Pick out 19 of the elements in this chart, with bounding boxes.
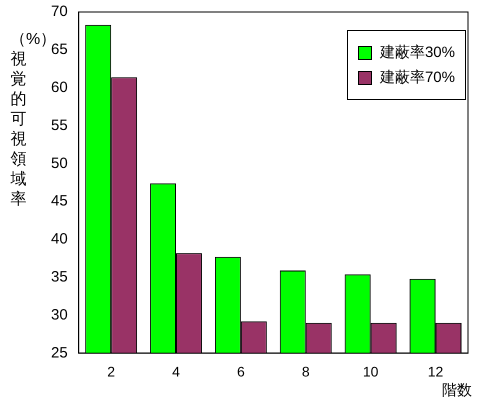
y-tick-label: 60 (50, 78, 68, 96)
x-tick-label: 8 (302, 363, 310, 380)
y-tick-label: 30 (50, 306, 68, 324)
x-tick-label: 10 (362, 363, 379, 380)
y-tick-label: 40 (50, 230, 68, 248)
legend-label: 建蔽率70% (380, 68, 455, 87)
y-tick-label: 55 (50, 116, 68, 134)
x-tick-label: 2 (107, 363, 116, 380)
x-tick-label: 6 (237, 363, 245, 380)
y-tick-label: 70 (50, 3, 68, 20)
y-tick-label: 65 (50, 41, 68, 58)
y-tick-label: 35 (50, 268, 68, 286)
x-tick-label: 4 (172, 363, 180, 380)
y-tick-label: 25 (50, 344, 68, 362)
y-tick-label: 50 (50, 154, 68, 172)
legend-label: 建蔽率30% (380, 43, 455, 62)
y-tick-label: 45 (50, 192, 68, 210)
x-tick-label: 12 (428, 363, 444, 380)
x-axis-title: 階数 (442, 381, 472, 400)
